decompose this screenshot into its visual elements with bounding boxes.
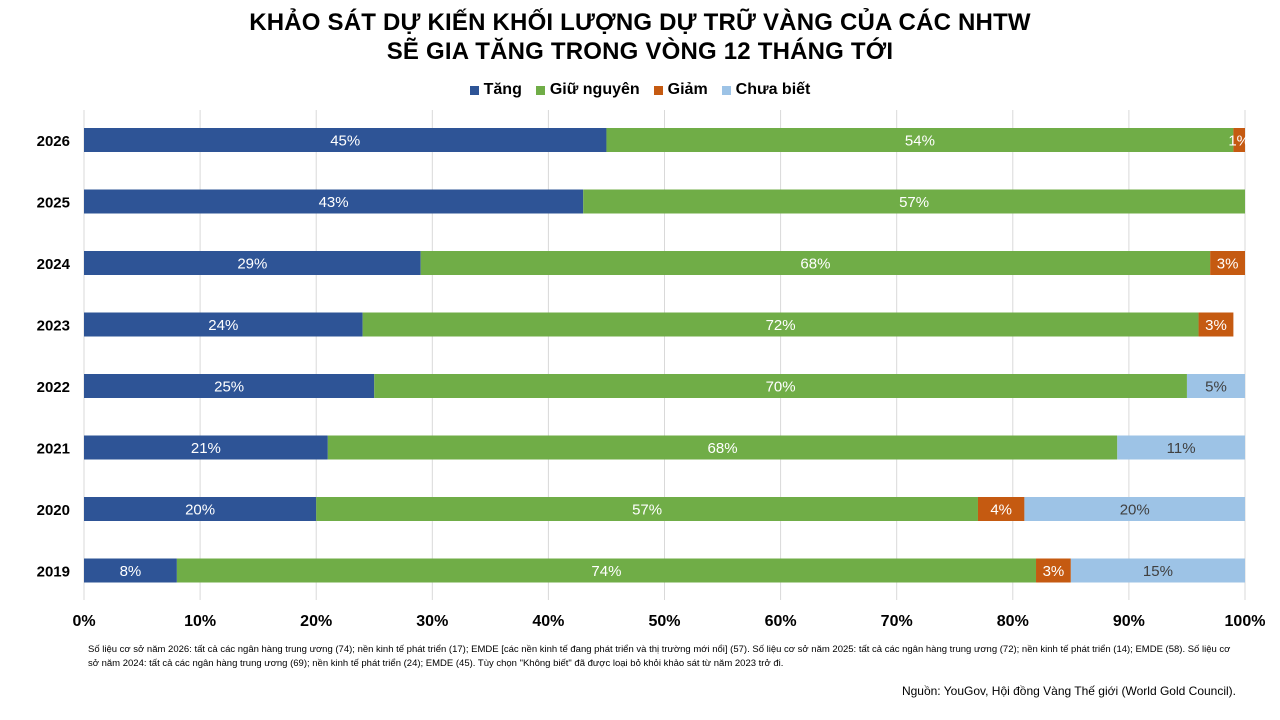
legend-swatch-giu-nguyen xyxy=(535,85,545,95)
data-label: 68% xyxy=(800,256,830,273)
data-label: 70% xyxy=(766,379,796,396)
chart-title-line2: SẼ GIA TĂNG TRONG VÒNG 12 THÁNG TỚI xyxy=(386,38,894,65)
y-tick-label: 2020 xyxy=(37,502,70,519)
data-label: 24% xyxy=(208,317,238,334)
data-label: 43% xyxy=(319,194,349,211)
bar-segment xyxy=(1186,374,1245,398)
bar-segment xyxy=(362,312,1199,337)
legend-label-giu-nguyen: Giữ nguyên xyxy=(549,81,640,98)
data-label: 5% xyxy=(1205,379,1227,396)
bar-segment xyxy=(316,497,978,521)
data-label: 4% xyxy=(990,502,1012,519)
data-label: 74% xyxy=(591,563,621,580)
footnote: Số liệu cơ sở năm 2026: tất cả các ngân … xyxy=(88,644,1231,669)
legend-swatch-giam xyxy=(653,85,663,95)
legend-label-tang: Tăng xyxy=(483,81,522,98)
bar-segment xyxy=(1070,558,1245,583)
source-note: Nguồn: YouGov, Hội đồng Vàng Thế giới (W… xyxy=(901,684,1236,698)
legend: Tăng Giữ nguyên Giảm Chưa biết xyxy=(0,81,1280,99)
legend-swatch-tang xyxy=(469,85,479,95)
y-tick-label: 2021 xyxy=(37,441,70,458)
data-label: 15% xyxy=(1143,563,1173,580)
x-tick-label: 50% xyxy=(648,613,680,630)
data-label: 3% xyxy=(1043,563,1065,580)
x-tick-label: 10% xyxy=(184,613,216,630)
x-tick-label: 70% xyxy=(881,613,913,630)
legend-item-tang: Tăng xyxy=(469,81,522,99)
bar-segment xyxy=(374,374,1187,398)
bar-segment xyxy=(606,128,1234,152)
x-tick-label: 100% xyxy=(1225,613,1266,630)
bar-segment xyxy=(1036,558,1071,583)
x-tick-label: 90% xyxy=(1113,613,1145,630)
data-label: 1% xyxy=(1228,133,1250,150)
legend-label-giam: Giảm xyxy=(667,81,708,98)
data-label: 21% xyxy=(191,440,221,457)
x-tick-label: 0% xyxy=(72,613,95,630)
y-tick-label: 2026 xyxy=(37,133,70,150)
data-label: 45% xyxy=(330,133,360,150)
data-label: 20% xyxy=(185,502,215,519)
data-label: 20% xyxy=(1120,502,1150,519)
bar-segment xyxy=(84,558,177,583)
chart-title-line1: KHẢO SÁT DỰ KIẾN KHỐI LƯỢNG DỰ TRỮ VÀNG … xyxy=(249,9,1031,36)
bar-segment xyxy=(1024,497,1245,521)
bar-segment xyxy=(84,497,317,521)
x-tick-label: 30% xyxy=(416,613,448,630)
x-tick-label: 40% xyxy=(532,613,564,630)
bar-segment xyxy=(176,558,1037,583)
bar-segment xyxy=(327,435,1118,460)
x-tick-label: 60% xyxy=(765,613,797,630)
data-label: 3% xyxy=(1205,317,1227,334)
data-label: 54% xyxy=(905,133,935,150)
legend-item-chua-biet: Chưa biết xyxy=(721,81,811,99)
x-tick-label: 20% xyxy=(300,613,332,630)
bar-segment xyxy=(583,189,1245,214)
data-label: 57% xyxy=(632,502,662,519)
bar-segment xyxy=(84,251,421,275)
bar-segment xyxy=(1198,312,1234,337)
y-tick-label: 2023 xyxy=(37,318,70,335)
y-tick-label: 2022 xyxy=(37,379,70,396)
x-tick-label: 80% xyxy=(997,613,1029,630)
data-label: 68% xyxy=(708,440,738,457)
data-label: 57% xyxy=(899,194,929,211)
data-label: 72% xyxy=(766,317,796,334)
bar-segment xyxy=(1117,435,1245,460)
legend-label-chua-biet: Chưa biết xyxy=(735,81,811,98)
bar-segment xyxy=(84,128,607,152)
bar-segment xyxy=(84,189,584,214)
bar-segment xyxy=(420,251,1211,275)
bar-segment xyxy=(84,312,363,337)
bar-segment xyxy=(84,435,328,460)
legend-swatch-chua-biet xyxy=(721,85,731,95)
y-tick-label: 2019 xyxy=(37,564,70,581)
bar-segment xyxy=(84,374,375,398)
chart-title: KHẢO SÁT DỰ KIẾN KHỐI LƯỢNG DỰ TRỮ VÀNG … xyxy=(0,8,1280,66)
y-tick-label: 2025 xyxy=(37,195,70,212)
data-label: 3% xyxy=(1217,256,1239,273)
data-label: 11% xyxy=(1167,440,1196,457)
bar-segment xyxy=(1233,128,1245,152)
legend-item-giam: Giảm xyxy=(653,81,708,99)
data-label: 8% xyxy=(120,563,142,580)
bar-segment xyxy=(977,497,1025,521)
y-tick-label: 2024 xyxy=(37,256,71,273)
bar-segment xyxy=(1210,251,1245,275)
data-label: 29% xyxy=(237,256,267,273)
data-label: 25% xyxy=(214,379,244,396)
legend-item-giu-nguyen: Giữ nguyên xyxy=(535,81,640,99)
